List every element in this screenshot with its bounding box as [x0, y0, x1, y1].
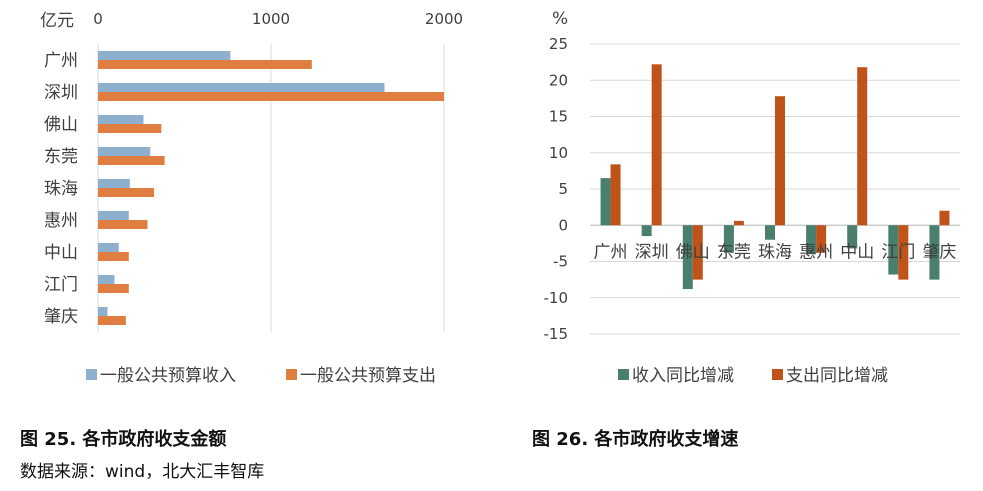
right-bar-revenue-growth	[765, 225, 775, 240]
left-bar-expenditure	[98, 60, 312, 69]
left-bars	[98, 51, 444, 325]
right-category-labels: 广州 深圳 佛山 东莞 珠海 惠州 中山 江门 肇庆	[594, 242, 957, 262]
right-category-label: 佛山	[676, 242, 710, 262]
left-category-label: 深圳	[44, 83, 78, 103]
right-y-tick-label: -5	[553, 253, 568, 271]
right-category-label: 广州	[594, 242, 628, 262]
right-category-label: 中山	[840, 242, 874, 262]
right-bar-expenditure-growth	[733, 220, 744, 226]
left-bar-revenue	[98, 83, 385, 92]
left-bar-revenue	[98, 307, 108, 316]
right-bar-expenditure-growth	[816, 225, 827, 253]
right-y-tick-labels: 25 20 15 10 5 0 -5 -10 -15	[544, 35, 569, 343]
right-legend-swatch	[772, 369, 783, 380]
right-y-tick-label: 10	[549, 144, 568, 162]
right-bar-expenditure-growth	[857, 67, 868, 226]
right-category-label: 肇庆	[922, 242, 956, 262]
left-bar-revenue	[98, 275, 115, 284]
data-source-note: 数据来源：wind，北大汇丰智库	[20, 462, 265, 482]
right-y-tick-label: 25	[549, 35, 568, 53]
right-bar-expenditure-growth	[939, 210, 950, 226]
right-category-label: 江门	[881, 242, 915, 262]
right-category-label: 珠海	[758, 242, 792, 262]
right-legend: 收入同比增减 支出同比增减	[618, 366, 888, 386]
left-x-tick-labels: 0 1000 2000	[93, 10, 463, 28]
right-bar-expenditure-growth	[898, 225, 909, 280]
right-legend-label: 收入同比增减	[632, 366, 734, 386]
left-bar-expenditure	[98, 156, 165, 165]
left-category-label: 江门	[44, 275, 78, 295]
right-bars	[600, 64, 950, 290]
right-bar-revenue-growth	[847, 225, 858, 249]
left-legend-swatch	[86, 369, 97, 380]
right-bar-expenditure-growth	[692, 225, 703, 280]
left-bar-expenditure	[98, 188, 155, 197]
left-category-label: 东莞	[44, 147, 78, 167]
left-x-tick-label: 0	[93, 10, 103, 28]
right-category-label: 深圳	[635, 242, 669, 262]
left-legend-label: 一般公共预算收入	[100, 366, 236, 386]
left-bar-expenditure	[98, 284, 129, 293]
right-unit-label: %	[552, 9, 568, 29]
right-y-tick-label: 20	[549, 71, 568, 89]
right-bar-revenue-growth	[641, 225, 652, 237]
left-category-label: 广州	[44, 51, 78, 71]
right-y-tick-label: 0	[558, 216, 568, 234]
left-category-label: 惠州	[44, 211, 78, 231]
right-bar-expenditure-growth	[610, 164, 621, 226]
left-bar-revenue	[98, 115, 144, 124]
left-category-label: 佛山	[44, 115, 78, 135]
left-category-label: 中山	[44, 243, 78, 263]
right-bar-expenditure-growth	[775, 96, 785, 226]
left-bar-expenditure	[98, 316, 126, 325]
left-bar-revenue	[98, 51, 231, 60]
right-category-label: 东莞	[717, 242, 751, 262]
left-category-label: 肇庆	[44, 307, 78, 327]
right-bar-revenue-growth	[888, 225, 899, 275]
right-bar-revenue-growth	[806, 225, 817, 255]
right-bar-revenue-growth	[600, 178, 611, 226]
left-bar-expenditure	[98, 124, 162, 133]
left-x-tick-label: 1000	[252, 10, 290, 28]
right-bar-expenditure-growth	[651, 64, 662, 226]
left-bar-expenditure	[98, 220, 148, 229]
right-y-tick-label: 15	[549, 108, 568, 126]
right-y-tick-label: -15	[544, 325, 569, 343]
right-legend-swatch	[618, 369, 629, 380]
right-bar-revenue-growth	[723, 225, 734, 253]
left-bar-expenditure	[98, 252, 129, 261]
left-unit-label: 亿元	[40, 11, 74, 31]
right-bar-revenue-growth	[929, 225, 940, 280]
left-bar-revenue	[98, 147, 151, 156]
left-legend-label: 一般公共预算支出	[300, 366, 436, 386]
right-bar-revenue-growth	[682, 225, 693, 290]
left-x-tick-label: 2000	[425, 10, 463, 28]
left-legend: 一般公共预算收入 一般公共预算支出	[86, 366, 436, 386]
left-legend-swatch	[286, 369, 297, 380]
left-category-label: 珠海	[44, 179, 78, 199]
right-y-tick-label: 5	[558, 180, 568, 198]
right-legend-label: 支出同比增减	[786, 366, 888, 386]
right-category-label: 惠州	[799, 242, 833, 262]
figure-25-caption: 图 25. 各市政府收支金额	[20, 429, 227, 450]
right-y-tick-label: -10	[544, 289, 569, 307]
left-bar-revenue	[98, 211, 129, 220]
left-bar-revenue	[98, 243, 119, 252]
left-bar-expenditure	[98, 92, 444, 101]
figure-26-caption: 图 26. 各市政府收支增速	[532, 429, 739, 450]
left-bar-revenue	[98, 179, 130, 188]
